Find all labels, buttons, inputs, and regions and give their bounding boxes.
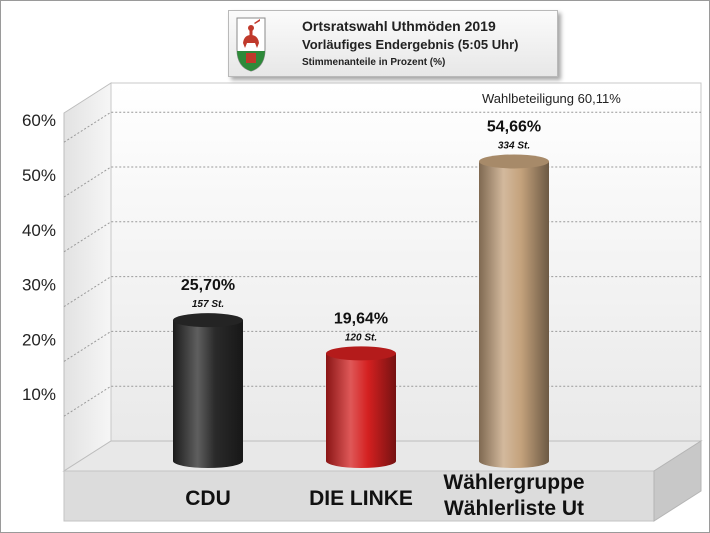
category-label: Wählergruppe bbox=[443, 471, 584, 494]
bar-value-label: 54,66% bbox=[487, 118, 541, 135]
floor-front bbox=[63, 470, 655, 522]
chart-caption: Stimmenanteile in Prozent (%) bbox=[302, 57, 446, 68]
bar-body bbox=[173, 320, 243, 468]
coat-of-arms-icon bbox=[236, 17, 266, 72]
left-wall bbox=[63, 82, 112, 472]
gridline bbox=[63, 111, 701, 143]
bar-top bbox=[326, 346, 396, 361]
bar-top bbox=[173, 313, 243, 328]
bar-value-label: 19,64% bbox=[334, 310, 388, 327]
title-box: Ortsratswahl Uthmöden 2019 Vorläufiges E… bbox=[228, 10, 558, 77]
bar-body bbox=[326, 353, 396, 468]
turnout-label: Wahlbeteiligung 60,11% bbox=[482, 91, 621, 106]
y-tick-label: 40% bbox=[22, 221, 56, 240]
chart-3d-walls bbox=[62, 82, 703, 522]
category-label: CDU bbox=[185, 487, 231, 510]
y-tick-label: 60% bbox=[22, 111, 56, 130]
bar: 54,66% 334 St. bbox=[479, 118, 549, 468]
bars: 25,70% 157 St. 19,64% 120 St. 54,66% 334 St. bbox=[173, 118, 549, 468]
bar-top bbox=[479, 154, 549, 169]
bar-votes-label: 120 St. bbox=[345, 332, 377, 343]
category-label: Wählerliste Ut bbox=[444, 497, 584, 520]
bar-body bbox=[479, 161, 549, 468]
y-tick-label: 30% bbox=[22, 276, 56, 295]
y-tick-label: 20% bbox=[22, 330, 56, 349]
bar-votes-label: 157 St. bbox=[192, 299, 224, 310]
y-axis-ticks: 10% 20% 30% 40% 50% 60% bbox=[22, 111, 56, 404]
category-labels: CDU DIE LINKE Wählergruppe Wählerliste Ut bbox=[185, 471, 584, 520]
bar: 19,64% 120 St. bbox=[326, 310, 396, 468]
chart-subtitle: Vorläufiges Endergebnis (5:05 Uhr) bbox=[302, 37, 519, 52]
floor-side bbox=[653, 440, 702, 522]
chart-title: Ortsratswahl Uthmöden 2019 bbox=[302, 18, 496, 34]
bar-votes-label: 334 St. bbox=[498, 140, 530, 151]
y-tick-label: 50% bbox=[22, 166, 56, 185]
y-tick-label: 10% bbox=[22, 385, 56, 404]
bar: 25,70% 157 St. bbox=[173, 277, 243, 468]
bar-value-label: 25,70% bbox=[181, 277, 235, 294]
category-label: DIE LINKE bbox=[309, 487, 413, 510]
